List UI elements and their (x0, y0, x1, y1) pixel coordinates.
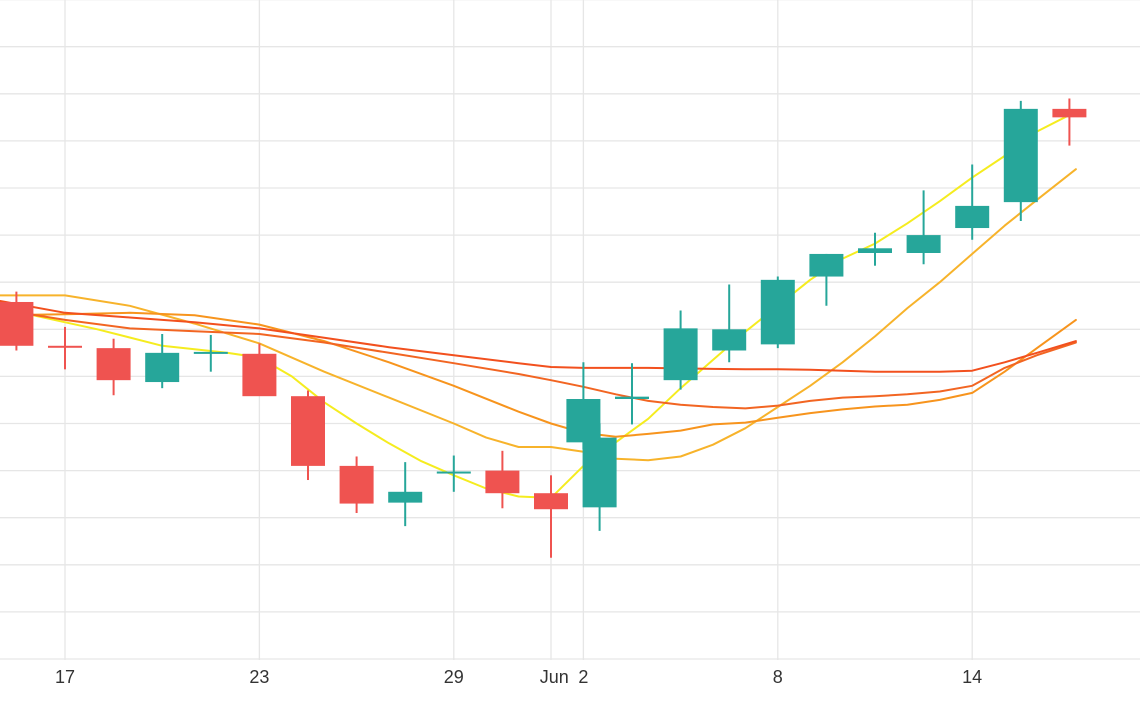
moving-average-line-3 (0, 311, 1077, 438)
moving-average-line-4 (0, 308, 1077, 410)
candle-body (242, 353, 277, 397)
moving-average-line-2 (0, 168, 1077, 462)
candle-body (615, 396, 649, 400)
moving-average-line-1 (0, 110, 1077, 499)
x-tick-label: 29 (444, 667, 464, 687)
candle-body (712, 329, 747, 351)
candle-body (388, 491, 423, 503)
candle-body (48, 345, 82, 348)
candle (615, 363, 649, 425)
candle (48, 326, 82, 370)
candle-body (1003, 108, 1038, 203)
candle (760, 276, 795, 349)
candle-body (0, 301, 34, 346)
x-tick-label: 23 (249, 667, 269, 687)
candles (0, 98, 1087, 558)
candle (955, 164, 990, 240)
candle (1003, 100, 1038, 221)
candle-body (1052, 108, 1087, 118)
x-axis-ticks: 17 23 29 Jun 2 8 14 (55, 667, 982, 687)
candle-body (582, 437, 617, 508)
candle (145, 334, 180, 389)
x-tick-label: 2 (578, 667, 588, 687)
candle (809, 253, 844, 306)
candle (534, 475, 568, 558)
candle-body (858, 248, 892, 253)
candle (193, 334, 228, 372)
candle (566, 362, 601, 450)
candle-body (809, 253, 844, 277)
candle (291, 390, 325, 481)
candle-body (760, 279, 795, 345)
candle-body (193, 351, 228, 354)
candle (858, 232, 892, 266)
x-tick-label: 8 (773, 667, 783, 687)
candle (242, 343, 277, 397)
candle-body (96, 348, 131, 381)
candle-body (906, 235, 941, 253)
candle-body (663, 328, 698, 381)
x-tick-label: 17 (55, 667, 75, 687)
candle (388, 462, 423, 527)
candle (436, 455, 471, 492)
candle (96, 338, 131, 396)
candle-body (339, 465, 374, 504)
candle (712, 284, 747, 363)
x-tick-label: Jun (540, 667, 569, 687)
candle-body (566, 399, 601, 443)
candle-body (955, 205, 990, 229)
candle (485, 450, 520, 509)
candle-body (436, 471, 471, 474)
candle-body (534, 493, 568, 510)
candle (1052, 98, 1087, 146)
x-tick-label: 14 (962, 667, 982, 687)
candle (906, 190, 941, 265)
candle-body (291, 396, 325, 466)
moving-average-lines (0, 110, 1077, 499)
candle (663, 310, 698, 390)
candle (339, 456, 374, 513)
candle-body (145, 352, 180, 383)
candle (0, 291, 34, 351)
candle-body (485, 470, 520, 494)
